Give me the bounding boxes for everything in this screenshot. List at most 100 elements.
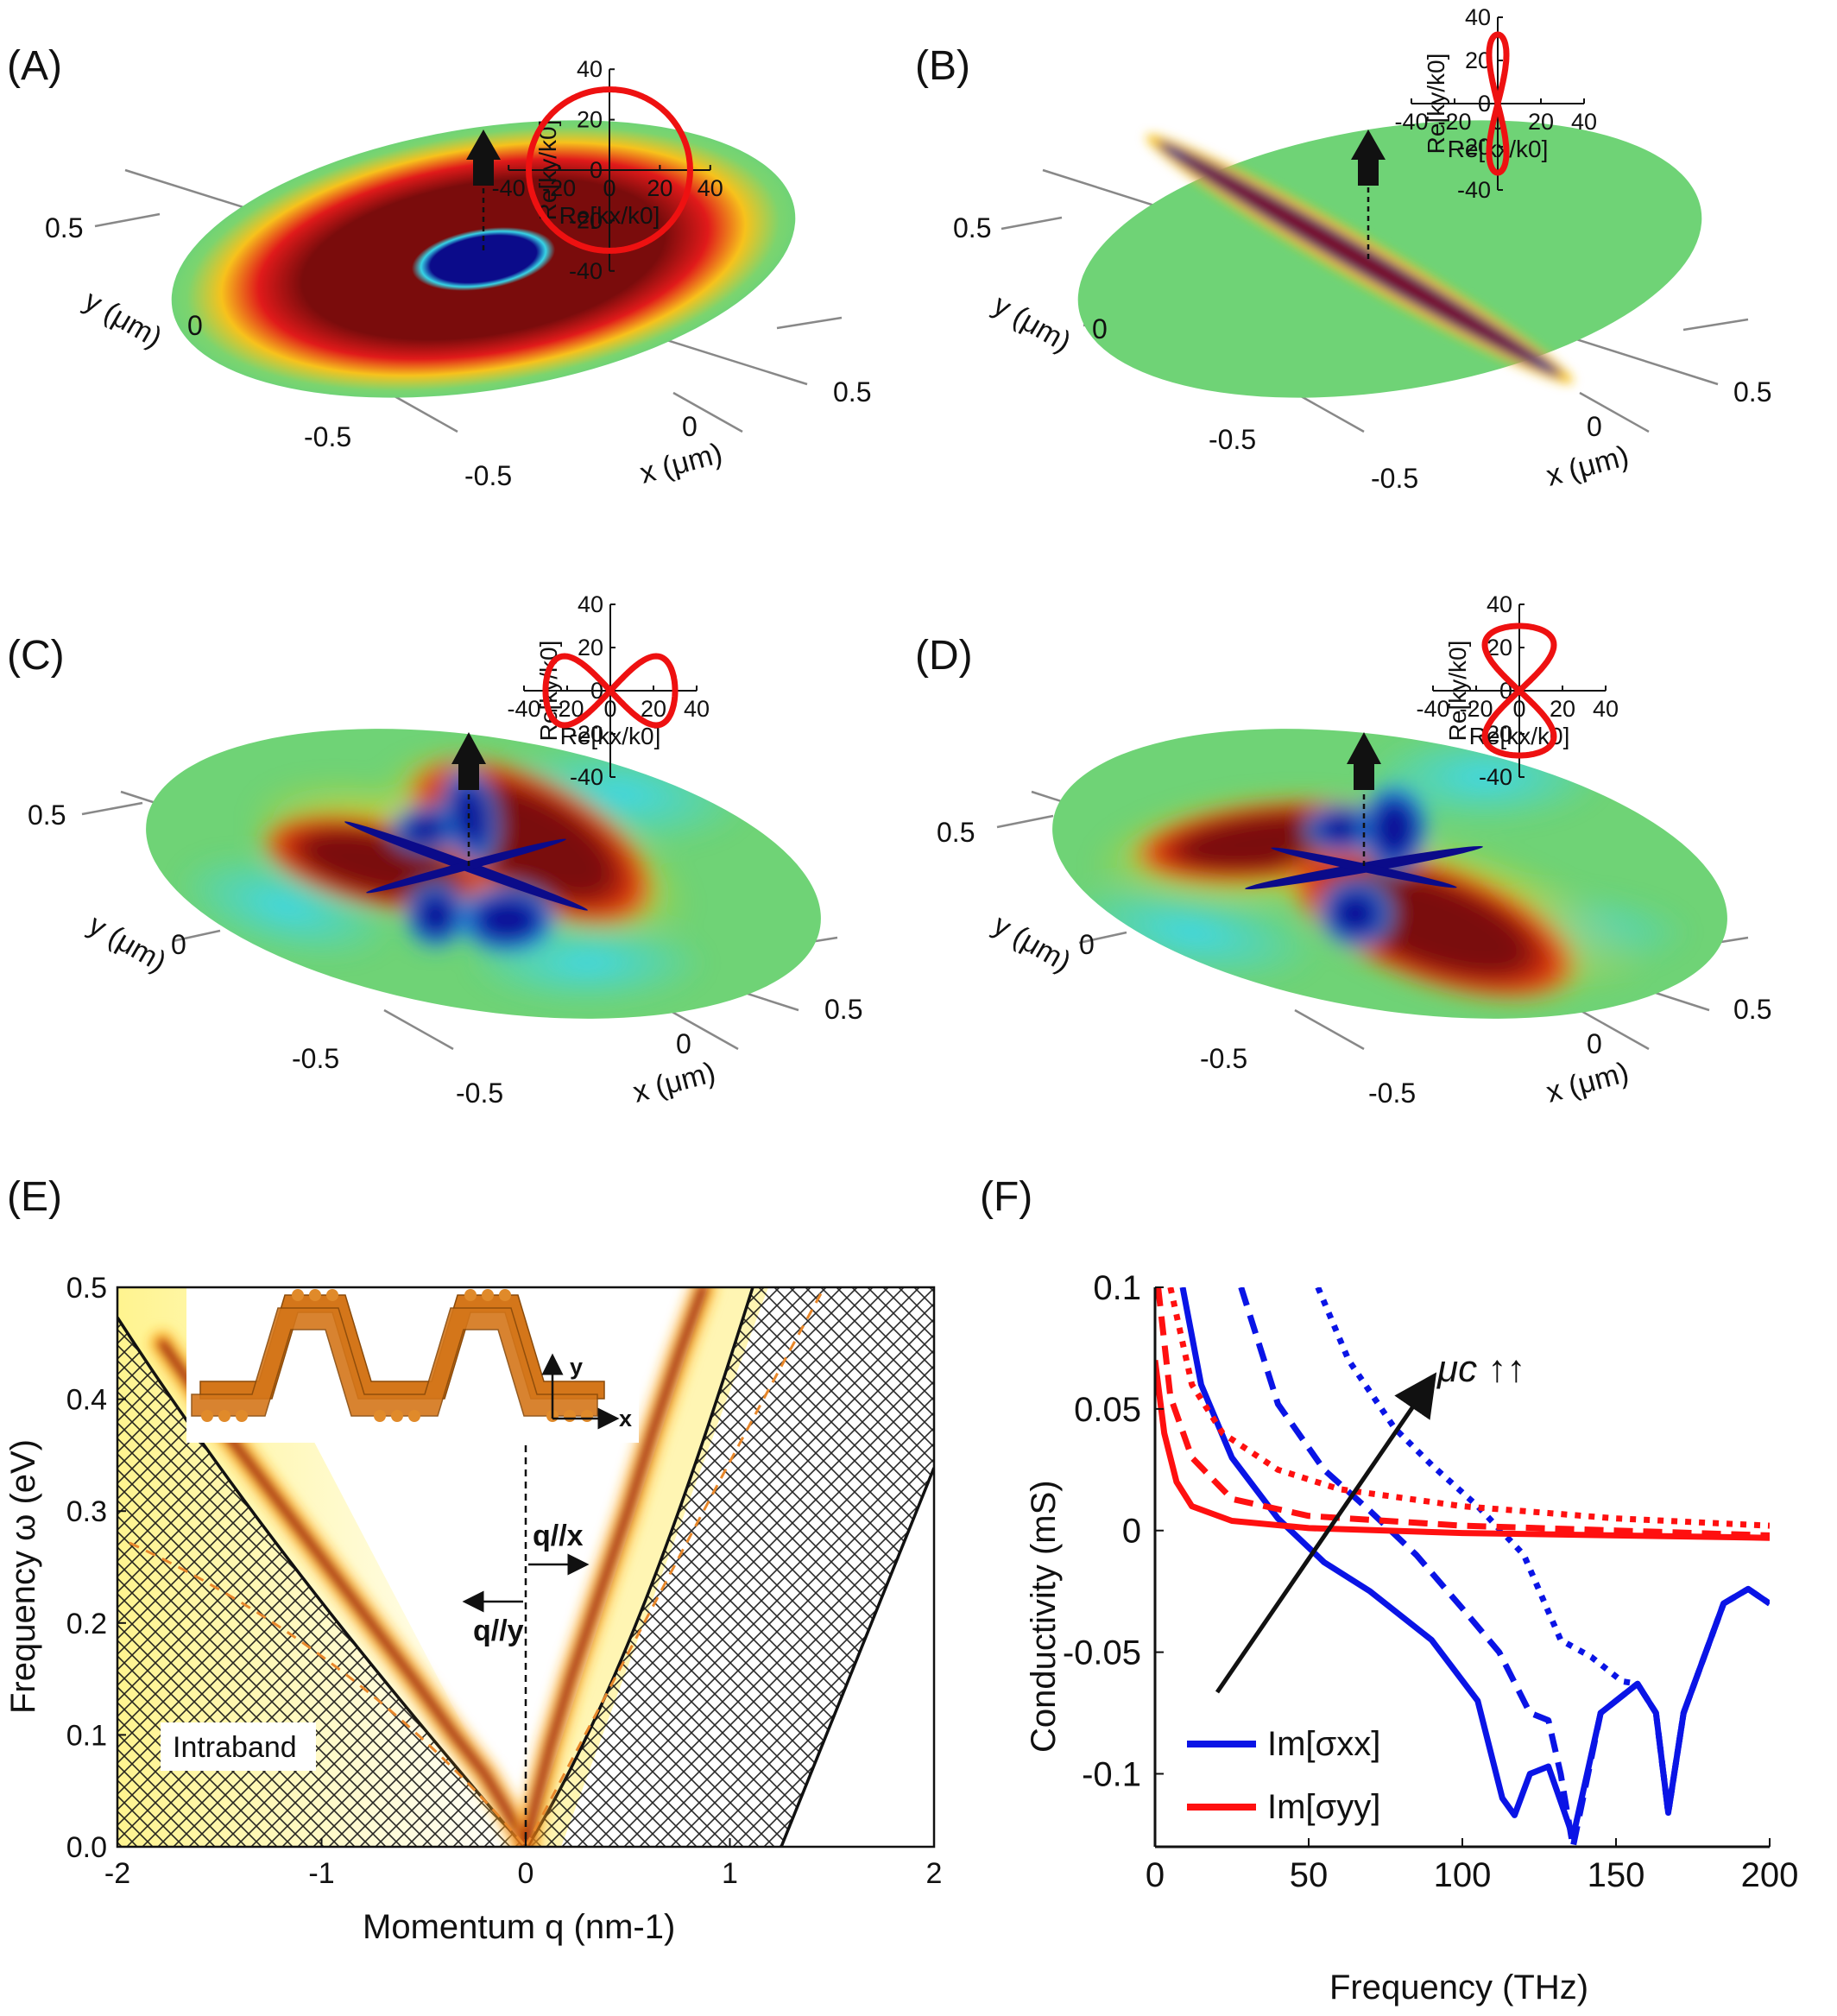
e-ytick: 0.2 (66, 1608, 107, 1640)
tick-y-neg-a: -0.5 (304, 421, 351, 452)
mu-arrow (1215, 1372, 1437, 1694)
inset-xtick: -20 (1437, 109, 1471, 135)
x-label-a: x (μm) (636, 437, 726, 490)
axis-y-label: y (570, 1354, 583, 1380)
normal-arrow-c (451, 732, 486, 790)
tick-x-pos-c: 0.5 (824, 994, 862, 1025)
tick-y-pos-a: 0.5 (45, 212, 83, 243)
f-series-line (1315, 1287, 1770, 1817)
intraband-label: Intraband (173, 1731, 297, 1764)
tick-y-pos-d: 0.5 (937, 817, 975, 848)
f-xtick: 150 (1588, 1856, 1645, 1894)
inset-curve (526, 86, 693, 254)
legend-sxx: Im[σxx] (1267, 1725, 1380, 1763)
inset-curve (542, 653, 679, 729)
tick-x-neg-b: -0.5 (1371, 463, 1418, 494)
e-ticks: -2 -1 0 1 2 0.0 0.1 0.2 0.3 0.4 0.5 (66, 1272, 943, 1890)
xy-axes-icon: y x (541, 1353, 632, 1431)
tick-y-neg-b: -0.5 (1209, 424, 1256, 455)
inset-ytick: 40 (577, 56, 603, 82)
f-series-line (1167, 1287, 1770, 1529)
inset-xtick: 40 (1571, 109, 1597, 135)
inset-curve (1486, 31, 1510, 176)
x-label-b: x (μm) (1543, 439, 1632, 493)
tick-y-neg-c: -0.5 (292, 1043, 339, 1074)
f-xtick: 200 (1741, 1856, 1799, 1894)
tick-x-zero-c: 0 (676, 1028, 691, 1059)
inset-xtick: 20 (641, 696, 666, 722)
tick-x-pos-a: 0.5 (833, 376, 871, 408)
field-disk-a (171, 120, 796, 398)
inset-xtick: 20 (1528, 109, 1554, 135)
f-ticks: 0 50 100 150 200 0.1 0.05 0 -0.05 -0.1 (1063, 1269, 1799, 1894)
e-ytick: 0.0 (66, 1831, 107, 1864)
q-x-label: q//x (533, 1520, 584, 1552)
f-xlabel: Frequency (THz) (1329, 1969, 1588, 2007)
e-xlabel: Momentum q (nm-1) (363, 1908, 675, 1946)
inset-ytick: 20 (577, 107, 603, 133)
f-series (1155, 1287, 1770, 1847)
inset-ytick: -40 (570, 764, 603, 790)
inset-ytick: 20 (578, 635, 603, 660)
inset-ytick: 40 (1487, 591, 1512, 617)
y-label-b: y (μm) (988, 288, 1076, 358)
normal-arrow-d (1347, 732, 1381, 790)
inset-ytick: -40 (569, 258, 603, 284)
f-series-line (1155, 1360, 1770, 1541)
e-xtick: 1 (722, 1857, 738, 1890)
f-ylabel: Conductivity (mS) (1025, 1480, 1063, 1753)
inset-xtick: -40 (1394, 109, 1428, 135)
f-ytick: 0.05 (1074, 1391, 1141, 1429)
panel-d: (D) (915, 591, 1771, 1109)
inset-ytick: 40 (578, 591, 603, 617)
intraband-region-right (527, 1287, 934, 1847)
legend-syy: Im[σyy] (1267, 1788, 1380, 1826)
e-ytick: 0.5 (66, 1272, 107, 1305)
branch-core (160, 1340, 528, 1847)
intraband-region-left (117, 1318, 524, 1847)
inset-xtick: 0 (603, 175, 615, 201)
f-series-line (1155, 1287, 1770, 1539)
f-ytick: -0.1 (1082, 1755, 1141, 1793)
y-label-d: y (μm) (988, 908, 1076, 978)
f-ytick: 0.1 (1093, 1269, 1141, 1307)
e-ytick: 0.4 (66, 1384, 107, 1417)
inset-ytick: -20 (569, 207, 603, 233)
tick-x-zero-d: 0 (1587, 1028, 1602, 1059)
inset-xtick: 40 (684, 696, 710, 722)
inset-ytick: -40 (1457, 177, 1491, 203)
tick-y-zero-b: 0 (1092, 313, 1108, 344)
inset-xtick: 0 (603, 696, 616, 722)
inset-xtick: -40 (507, 696, 540, 722)
tick-x-pos-d: 0.5 (1733, 994, 1771, 1025)
inset-ytick: 0 (590, 157, 603, 183)
e-xtick: 0 (518, 1857, 534, 1890)
q-y-label: q//y (473, 1615, 524, 1647)
panel-e: (E) (4, 1174, 942, 1946)
panel-label-d: (D) (915, 633, 973, 679)
inset-xtick: 0 (1512, 696, 1525, 722)
tick-x-neg-d: -0.5 (1368, 1078, 1416, 1109)
inset-xtick: -20 (1459, 696, 1493, 722)
tick-x-pos-b: 0.5 (1733, 376, 1771, 408)
normal-arrow-b (1351, 130, 1386, 186)
tick-y-zero-d: 0 (1079, 929, 1095, 960)
normal-arrow-a (466, 130, 501, 186)
inset-xtick: 20 (1550, 696, 1575, 722)
e-ytick: 0.1 (66, 1719, 107, 1752)
tick-y-pos-b: 0.5 (953, 212, 991, 243)
panel-label-a: (A) (7, 43, 62, 89)
inset-xlabel: Re[kx/k0] (1448, 136, 1549, 162)
tick-x-zero-a: 0 (682, 411, 698, 442)
panel-label-e: (E) (7, 1174, 62, 1220)
inset-ytick: -40 (1479, 764, 1512, 790)
branch-core (523, 1287, 706, 1847)
e-ytick: 0.3 (66, 1495, 107, 1528)
inset-xtick: 20 (647, 175, 672, 201)
field-disk-d (1052, 729, 1727, 1019)
mu-annotation: μc ↑↑ (1436, 1348, 1525, 1390)
